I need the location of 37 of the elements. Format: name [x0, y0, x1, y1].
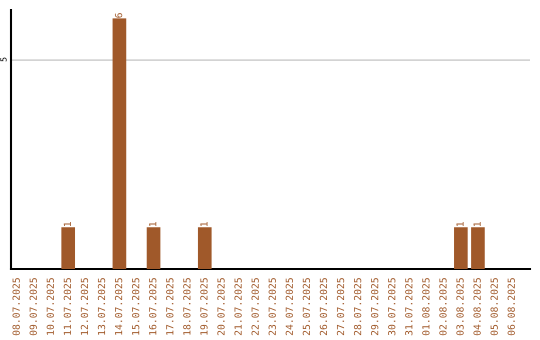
x-tick-label: 30.07.2025: [388, 278, 396, 336]
x-tick-label: 25.07.2025: [302, 278, 310, 336]
x-tick-label: 22.07.2025: [251, 278, 259, 336]
x-tick-label: 12.07.2025: [80, 278, 88, 335]
x-tick-label: 11.07.2025: [64, 278, 72, 335]
x-tick-label: 23.07.2025: [268, 278, 276, 336]
data-label: 6: [114, 13, 122, 18]
data-label: 1: [149, 222, 156, 226]
data-label: 1: [64, 222, 71, 226]
x-tick-label: 24.07.2025: [286, 278, 293, 336]
x-tick-label: 15.07.2025: [132, 278, 140, 335]
x-tick-label: 04.08.2025: [473, 278, 481, 336]
x-tick-label: 18.07.2025: [183, 278, 191, 335]
x-tick-label: 09.07.2025: [30, 278, 37, 336]
x-tick-label: 01.08.2025: [422, 278, 430, 336]
data-label: 1: [456, 222, 464, 226]
x-tick-label: 14.07.2025: [114, 278, 122, 335]
x-tick-label: 10.07.2025: [46, 278, 54, 335]
x-tick-label: 02.08.2025: [439, 278, 447, 336]
x-tick-label: 17.07.2025: [166, 278, 174, 335]
data-label: 1: [474, 222, 481, 226]
x-tick-label: 27.07.2025: [336, 278, 344, 336]
x-tick-label: 31.07.2025: [405, 278, 412, 336]
x-tick-label: 13.07.2025: [98, 278, 106, 335]
x-tick-label: 05.08.2025: [490, 278, 498, 336]
x-tick-label: 20.07.2025: [217, 278, 225, 336]
x-tick-label: 16.07.2025: [149, 278, 156, 335]
x-tick-label: 06.08.2025: [508, 278, 515, 336]
x-tick-label: 19.07.2025: [200, 278, 208, 335]
data-label: 1: [200, 222, 208, 226]
x-tick-label: 26.07.2025: [320, 278, 328, 336]
x-tick-label: 28.07.2025: [354, 278, 362, 336]
x-tick-label: 03.08.2025: [456, 278, 464, 336]
y-tick-label: 5: [0, 58, 7, 62]
x-tick-label: 29.07.2025: [370, 278, 378, 336]
x-tick-label: 08.07.2025: [12, 278, 20, 336]
x-tick-label: 21.07.2025: [234, 278, 242, 336]
